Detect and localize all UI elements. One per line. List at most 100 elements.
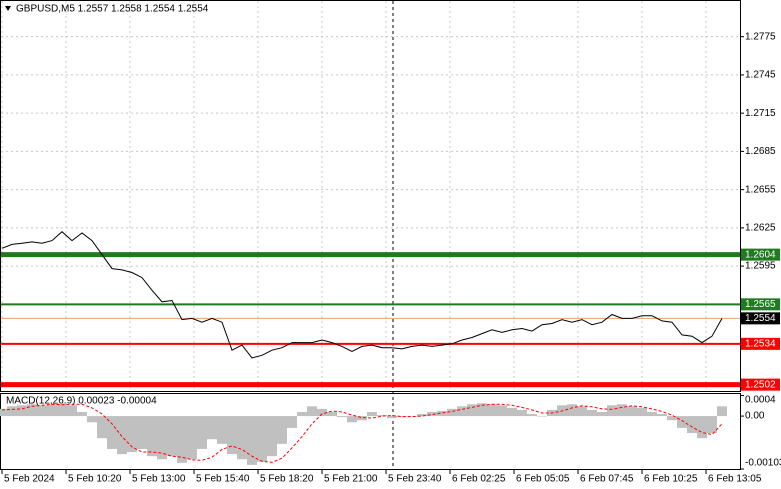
macd-bar (407, 416, 417, 417)
macd-bar (27, 404, 37, 417)
macd-bar (87, 416, 97, 423)
x-tick-label: 5 Feb 2024 (4, 474, 55, 485)
macd-bar (0, 408, 7, 417)
macd-bar (467, 404, 477, 417)
macd-bar (357, 416, 367, 421)
macd-bar (17, 405, 27, 417)
macd-bar (527, 414, 537, 417)
macd-bar (537, 416, 547, 417)
macd-bar (457, 406, 467, 417)
macd-bar (677, 416, 687, 428)
macd-bar (437, 410, 447, 417)
level-label: 1.2554 (745, 313, 776, 324)
macd-bar (157, 416, 167, 460)
macd-bar (657, 414, 667, 417)
y-tick-label: 1.2715 (745, 108, 776, 119)
level-label-box (741, 337, 780, 350)
x-tick-label: 5 Feb 10:20 (68, 474, 122, 485)
macd-bar (447, 408, 457, 417)
macd-bar (127, 416, 137, 453)
y-tick-label: 1.2685 (745, 146, 776, 157)
level-label-box (741, 248, 780, 261)
macd-bar (397, 416, 407, 418)
y-tick-label: 1.2625 (745, 223, 776, 234)
y-tick-label: 1.2595 (745, 261, 776, 272)
level-label: 1.2565 (745, 299, 776, 310)
macd-bar (667, 416, 677, 421)
x-tick-label: 5 Feb 15:40 (196, 474, 250, 485)
macd-bar (337, 416, 347, 418)
macd-bar (97, 416, 107, 439)
macd-bar (217, 416, 227, 444)
macd-bar (617, 404, 627, 417)
y-tick-label: 0.00 (745, 411, 765, 422)
macd-bar (687, 416, 697, 434)
macd-bar (177, 416, 187, 463)
macd-bar (417, 414, 427, 417)
macd-bar (647, 411, 657, 417)
macd-bar (627, 406, 637, 417)
macd-bar (167, 416, 177, 457)
macd-bar (147, 416, 157, 457)
macd-bar (137, 416, 147, 449)
macd-bar (717, 406, 727, 417)
macd-bar (187, 416, 197, 460)
macd-bar (367, 411, 377, 417)
macd-bar (297, 411, 307, 417)
level-label-box (741, 312, 780, 325)
macd-bar (307, 406, 317, 417)
x-tick-label: 5 Feb 13:00 (132, 474, 186, 485)
macd-bar (577, 406, 587, 417)
x-tick-label: 6 Feb 13:05 (708, 474, 762, 485)
x-tick-label: 5 Feb 18:20 (260, 474, 314, 485)
macd-bar (277, 416, 287, 444)
macd-bar (517, 409, 527, 417)
level-label: 1.2534 (745, 338, 776, 349)
macd-bar (507, 407, 517, 417)
macd-bar (317, 408, 327, 417)
macd-bar (67, 405, 77, 417)
macd-bar (377, 415, 387, 417)
macd-panel-frame (0, 393, 741, 470)
level-label: 1.2502 (745, 379, 776, 390)
signal-line (1, 403, 723, 463)
macd-bar (637, 407, 647, 417)
x-tick-label: 6 Feb 02:25 (452, 474, 506, 485)
macd-bar (287, 416, 297, 428)
macd-bar (497, 405, 507, 417)
macd-bar (47, 404, 57, 417)
level-label-box (741, 378, 780, 391)
chart-title: GBPUSD,M5 1.2557 1.2558 1.2554 1.2554 (16, 4, 209, 15)
macd-bar (607, 405, 617, 417)
macd-bar (247, 416, 257, 465)
x-tick-label: 5 Feb 21:00 (324, 474, 378, 485)
macd-bar (107, 416, 117, 449)
price-line (1, 231, 723, 359)
y-tick-label: -0.00103 (745, 458, 781, 469)
symbol-menu-icon (5, 6, 11, 11)
y-tick-label: 1.2775 (745, 31, 776, 42)
macd-bar (597, 411, 607, 417)
y-tick-label: 1.2745 (745, 70, 776, 81)
macd-title: MACD(12,26,9) 0.00023 -0.00004 (6, 396, 157, 407)
macd-bar (237, 416, 247, 460)
macd-bar (427, 411, 437, 417)
macd-bar (77, 411, 87, 417)
y-tick-label: 1.2655 (745, 184, 776, 195)
macd-bar (117, 416, 127, 455)
macd-bar (477, 403, 487, 417)
macd-bar (327, 411, 337, 417)
macd-bar (227, 416, 237, 455)
macd-bar (37, 405, 47, 417)
macd-bar (207, 416, 217, 440)
macd-bar (697, 416, 707, 439)
macd-bar (7, 406, 17, 417)
macd-bar (707, 416, 717, 434)
x-tick-label: 6 Feb 10:25 (644, 474, 698, 485)
x-tick-label: 5 Feb 23:40 (388, 474, 442, 485)
x-tick-label: 6 Feb 05:05 (516, 474, 570, 485)
macd-bar (387, 416, 397, 419)
main-panel-frame (0, 0, 741, 392)
macd-bar (197, 416, 207, 449)
